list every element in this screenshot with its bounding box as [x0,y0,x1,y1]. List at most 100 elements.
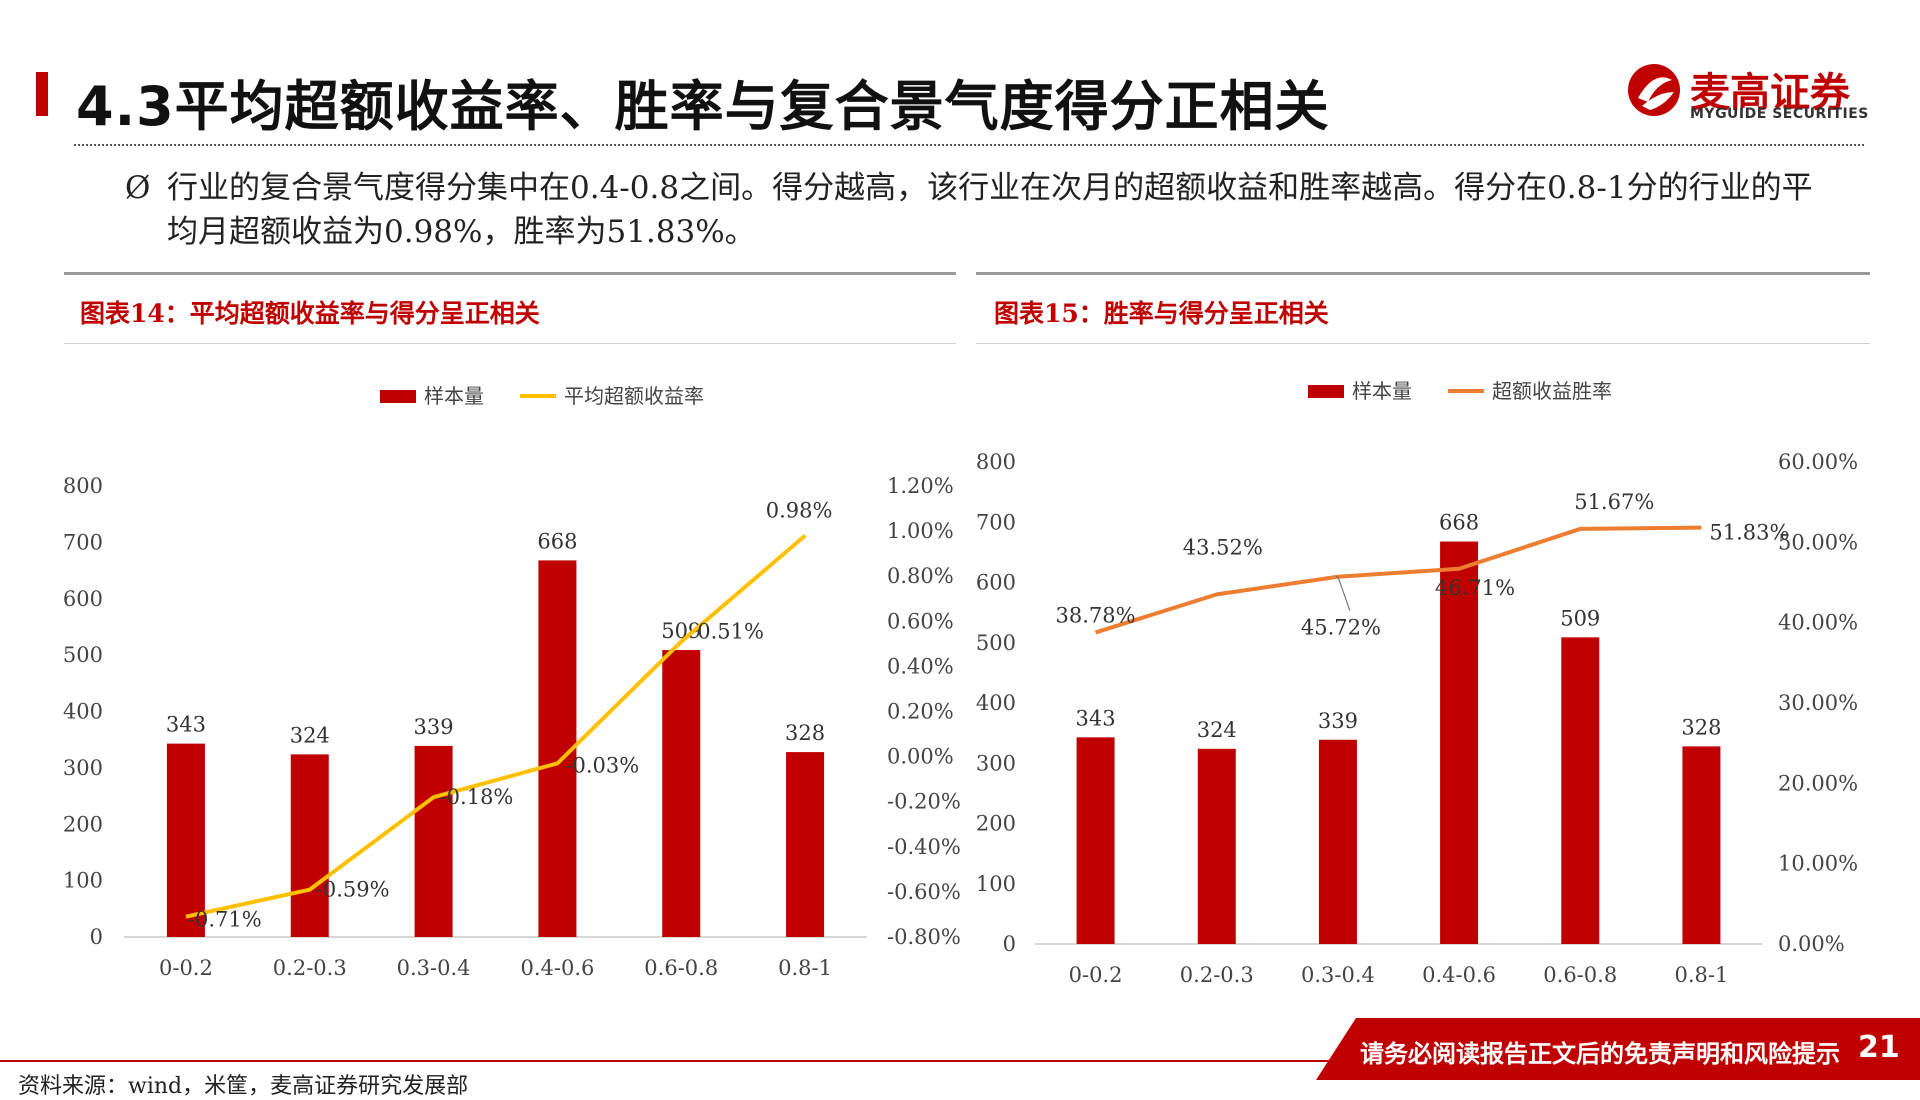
chart15-bar [1318,739,1357,944]
header-divider [74,144,1864,146]
chart14-bar-label: 668 [537,529,577,553]
chart14-bar [290,754,329,937]
chart14-line-label: 0.98% [766,499,833,523]
chart14-top-rule [64,272,956,275]
bullet-marker-icon: Ø [125,170,151,206]
chart14-bar [166,743,205,937]
chart15-bar [1440,541,1479,944]
chart15-right-tick: 20.00% [1778,771,1858,795]
myguide-logo-icon [1628,64,1680,116]
chart14-left-tick: 0 [90,925,103,949]
chart14-bar [414,745,453,937]
chart14-legend-line-label: 平均超额收益率 [564,384,704,408]
chart14-bar-label: 328 [785,721,825,745]
chart14-left-tick: 600 [63,587,103,611]
chart15-legend-bar-swatch [1308,385,1344,398]
chart14-right-tick: 0.20% [887,700,954,724]
chart15-bar-label: 324 [1197,718,1237,742]
chart14-category-label: 0.3-0.4 [397,956,471,980]
chart14-right-tick: 1.20% [887,474,954,498]
chart15-bar-label: 668 [1439,511,1479,535]
chart15-right-tick: 30.00% [1778,691,1858,715]
chart15-left-tick: 300 [976,751,1016,775]
chart15-right-tick: 10.00% [1778,852,1858,876]
chart15-category-label: 0.4-0.6 [1422,963,1496,987]
chart14-title: 图表14：平均超额收益率与得分呈正相关 [80,299,540,328]
chart15-right-tick: 40.00% [1778,611,1858,635]
chart14-series-line [185,534,807,919]
chart14-bar-label: 324 [290,723,330,747]
chart14-right-tick: 0.60% [887,609,954,633]
chart14-category-label: 0.2-0.3 [273,956,347,980]
chart14-left-tick: 300 [63,756,103,780]
chart15-left-tick: 200 [976,812,1016,836]
chart14-line-label: -0.18% [440,785,514,809]
chart14-bar-label: 339 [414,715,454,739]
chart15-category-label: 0.3-0.4 [1301,963,1375,987]
chart15-left-tick: 400 [976,691,1016,715]
chart15-right-tick: 50.00% [1778,530,1858,554]
chart15-bar [1076,737,1115,944]
chart15-label-leader-line [1337,576,1351,611]
chart14-right-tick: -0.40% [887,835,961,859]
chart15-right-tick: 60.00% [1778,450,1858,474]
logo-name-en: MYGUIDE SECURITIES [1690,106,1869,122]
chart14-bar-label: 343 [166,713,206,737]
chart15-series-line [1094,525,1702,635]
chart14-left-tick: 100 [63,869,103,893]
company-logo: 麦高证券 MYGUIDE SECURITIES [1622,58,1868,128]
chart15-left-tick: 800 [976,450,1016,474]
chart14-right-tick: 0.40% [887,654,954,678]
chart15-right-tick: 0.00% [1778,932,1845,956]
chart14-legend-bar-swatch [380,390,416,403]
chart14-category-label: 0.6-0.8 [644,956,718,980]
chart15-bar-label: 509 [1560,606,1600,630]
chart15-left-tick: 0 [1003,932,1016,956]
chart14-category-label: 0.4-0.6 [520,956,594,980]
chart14-bar [786,752,825,937]
chart14-line-label: -0.71% [188,908,262,932]
chart15-category-label: 0-0.2 [1069,963,1123,987]
chart15-category-label: 0.6-0.8 [1543,963,1617,987]
chart14-left-tick: 700 [63,530,103,554]
chart15-line-label: 51.83% [1709,521,1789,545]
chart15-line-label: 45.72% [1301,616,1381,640]
source-note: 资料来源：wind，米筐，麦高证券研究发展部 [18,1074,469,1099]
chart14-title-rule [64,343,956,344]
chart14-line-label: -0.59% [316,878,390,902]
logo-name-cn: 麦高证券 [1690,70,1850,116]
chart15-bar-label: 328 [1681,715,1721,739]
chart14-category-label: 0-0.2 [159,956,213,980]
chart15-title: 图表15：胜率与得分呈正相关 [994,299,1329,328]
chart15-category-label: 0.2-0.3 [1180,963,1254,987]
chart15-bar-label: 343 [1076,706,1116,730]
chart14-left-tick: 200 [63,812,103,836]
chart14-left-tick: 500 [63,643,103,667]
chart14-line-label: 0.51% [697,620,764,644]
summary-bullet: Ø 行业的复合景气度得分集中在0.4-0.8之间。得分越高，该行业在次月的超额收… [125,166,1825,254]
chart14-right-tick: 0.80% [887,564,954,588]
chart14-legend-bar-label: 样本量 [424,384,484,408]
chart15-bar [1561,637,1600,944]
chart14-left-tick: 800 [63,474,103,498]
chart14-right-tick: -0.20% [887,790,961,814]
chart14-right-tick: -0.60% [887,880,961,904]
chart15-left-tick: 500 [976,631,1016,655]
page-title: 4.3平均超额收益率、胜率与复合景气度得分正相关 [76,75,1330,138]
chart15-line-label: 51.67% [1574,490,1654,514]
chart15-line-label: 43.52% [1183,535,1263,559]
chart15-bar [1197,748,1236,944]
chart15-line-label: 38.78% [1056,603,1136,627]
disclaimer-text[interactable]: 请务必阅读报告正文后的免责声明和风险提示 [1360,1039,1840,1068]
chart15-bar [1682,746,1721,944]
chart14-left-tick: 400 [63,700,103,724]
title-accent-bar [36,72,48,116]
chart15-left-tick: 600 [976,571,1016,595]
chart15-left-tick: 100 [976,872,1016,896]
chart14-line-label: -0.03% [565,753,639,777]
chart14-category-label: 0.8-1 [778,956,832,980]
chart15-bar-label: 339 [1318,709,1358,733]
chart14-right-tick: -0.80% [887,925,961,949]
